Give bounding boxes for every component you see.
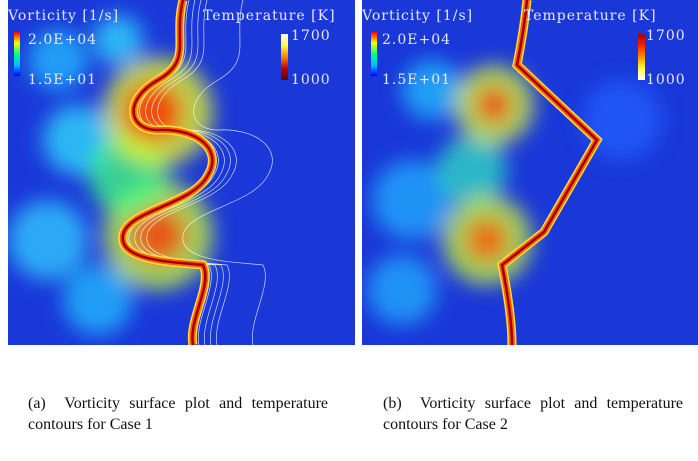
contour (146, 0, 237, 345)
contour (140, 0, 231, 345)
caption-text: Vorticity surface plot and temperature c… (383, 395, 684, 433)
caption-label: (b) (383, 395, 402, 412)
vorticity-max: 2.0E+04 (28, 32, 97, 48)
vortex (93, 15, 143, 65)
caption-text: Vorticity surface plot and temperature c… (28, 395, 329, 433)
temperature-min: 1000 (291, 72, 331, 88)
flame-core (500, 0, 599, 345)
temperature-colorbar (638, 34, 645, 80)
contour (182, 0, 273, 345)
vortex (63, 265, 133, 335)
vorticity-colorbar (371, 32, 377, 76)
caption-a: (a) Vorticity surface plot and temperatu… (28, 393, 328, 435)
vorticity-max: 2.0E+04 (382, 32, 451, 48)
panel-a: Vorticity [1/s] Temperature [K] 2.0E+04 1.5… (8, 0, 355, 345)
flame-core (121, 0, 214, 345)
vortex (437, 135, 507, 205)
labels: Vorticity [1/s] Temperature [K] 2.0E+04 1.5… (362, 8, 686, 88)
temperature-min: 1000 (646, 72, 686, 88)
labels: Vorticity [1/s] Temperature [K] 2.0E+04 1.5… (8, 8, 336, 88)
vortex (28, 30, 88, 90)
image: Vorticity [1/s] Temperature [K] 2.0E+04 1.5… (8, 0, 355, 345)
caption-label: (a) (28, 395, 46, 412)
image: Vorticity [1/s] Temperature [K] 2.0E+04 1.5… (362, 0, 698, 345)
vorticity-title: Vorticity [1/s] (8, 8, 119, 24)
vorticity-title: Vorticity [1/s] (362, 8, 473, 24)
temperature-max: 1700 (291, 28, 331, 44)
vortex (367, 255, 437, 325)
vortex (465, 218, 509, 262)
vortex (130, 207, 186, 263)
caption-b: (b) Vorticity surface plot and temperatu… (383, 393, 683, 435)
vortex (372, 160, 452, 240)
contour (134, 0, 225, 345)
panel-b: Vorticity [1/s] Temperature [K] 2.0E+04 1.5… (362, 0, 698, 345)
temperature-max: 1700 (646, 28, 686, 44)
vorticity-field (367, 60, 662, 325)
vortex (8, 200, 88, 280)
vortex (476, 87, 512, 123)
temperature-title: Temperature [K] (524, 8, 657, 24)
vorticity-colorbar (14, 32, 20, 76)
vorticity-min: 1.5E+01 (382, 72, 451, 88)
vorticity-min: 1.5E+01 (28, 72, 97, 88)
temperature-colorbar (281, 34, 288, 80)
vortex (402, 60, 462, 120)
temperature-title: Temperature [K] (203, 8, 336, 24)
